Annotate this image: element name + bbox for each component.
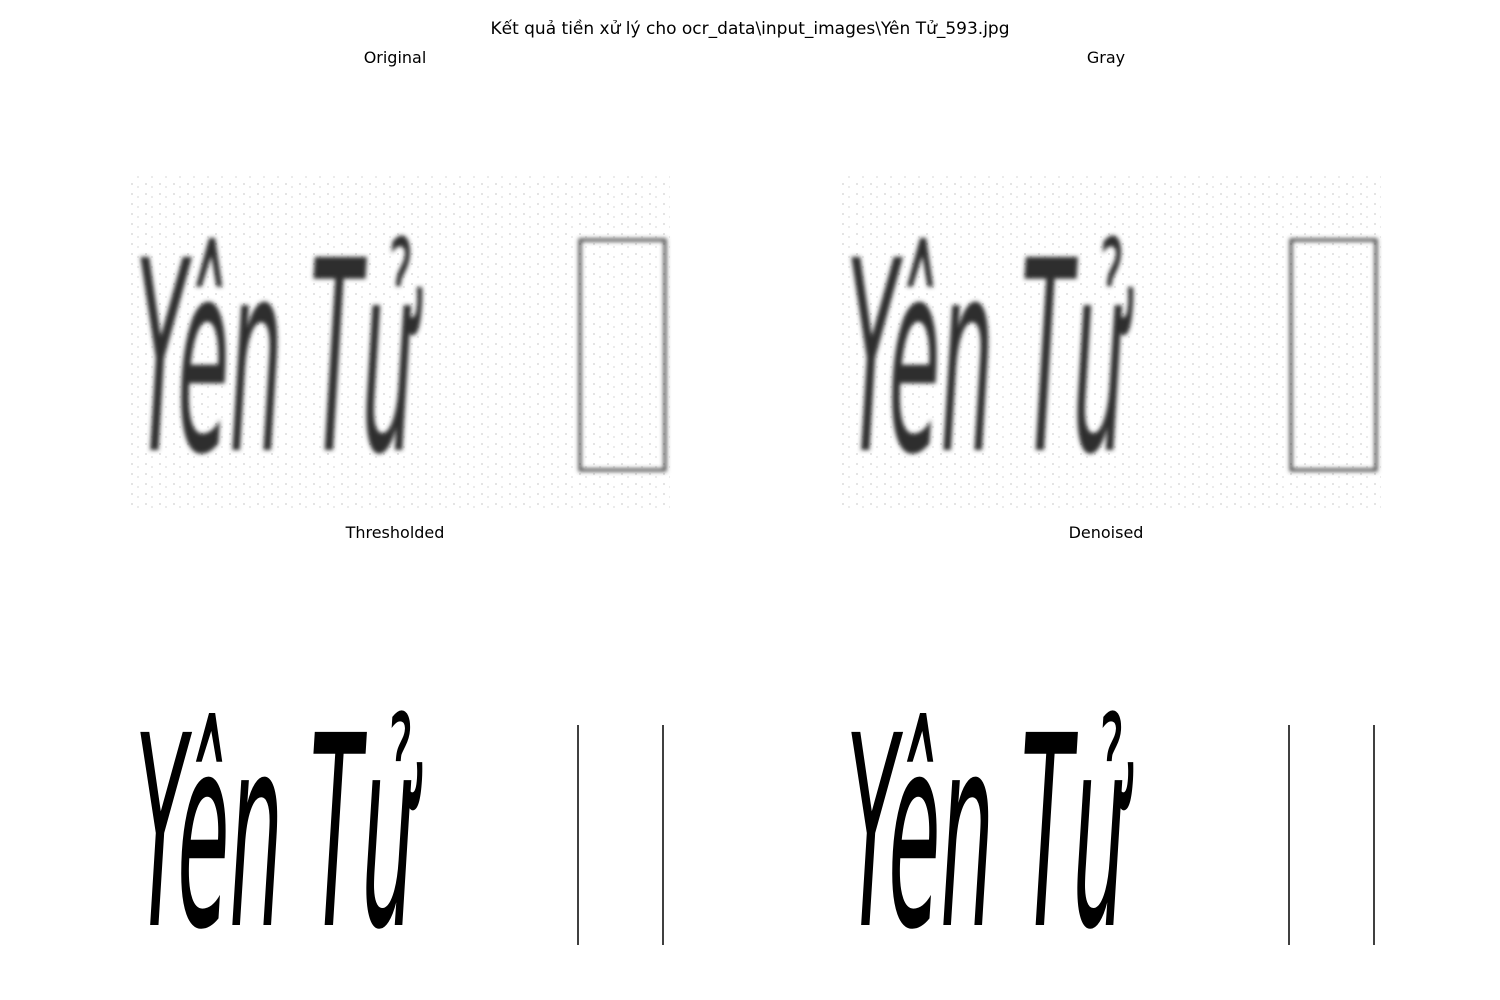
panel-title-denoised: Denoised: [1068, 523, 1144, 542]
panel-title-thresholded: Thresholded: [345, 523, 445, 542]
handwritten-word-yen: Yên Tử: [846, 205, 1135, 510]
handwriting-image-original: Yên Tử: [125, 175, 670, 510]
panel-denoised-image: Yên Tử: [826, 625, 1386, 985]
panel-title-gray: Gray: [1086, 48, 1126, 67]
handwriting-image-denoised: Yên Tử: [846, 680, 1375, 985]
handwriting-image-gray: Yên Tử: [836, 175, 1381, 510]
panel-thresholded-image: Yên Tử: [115, 625, 675, 985]
figure-suptitle: Kết quả tiền xử lý cho ocr_data\input_im…: [490, 19, 1010, 39]
missing-glyph-box: [1289, 238, 1378, 472]
panel-gray-image: Yên Tử: [826, 150, 1386, 510]
handwritten-word-yen: Yên Tử: [846, 680, 1135, 985]
handwritten-word-yen: Yên Tử: [135, 205, 424, 510]
handwritten-word-yen: Yên Tử: [135, 680, 424, 985]
missing-glyph-box: [578, 238, 667, 472]
panel-original-image: Yên Tử: [115, 150, 675, 510]
handwriting-image-thresholded: Yên Tử: [135, 680, 664, 985]
panel-title-original: Original: [363, 48, 427, 67]
